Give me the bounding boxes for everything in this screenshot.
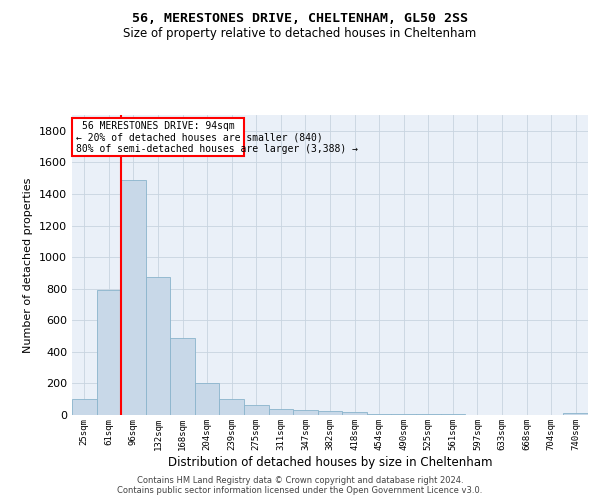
Bar	[170, 338, 195, 415]
Bar	[269, 408, 293, 415]
Text: 56, MERESTONES DRIVE, CHELTENHAM, GL50 2SS: 56, MERESTONES DRIVE, CHELTENHAM, GL50 2…	[132, 12, 468, 26]
Y-axis label: Number of detached properties: Number of detached properties	[23, 178, 34, 352]
Bar	[73, 118, 244, 156]
Bar	[563, 414, 588, 415]
Bar	[72, 399, 97, 415]
Bar	[293, 410, 318, 415]
Bar	[367, 414, 391, 415]
Bar	[146, 277, 170, 415]
Bar	[391, 414, 416, 415]
Bar	[97, 290, 121, 415]
Text: 80% of semi-detached houses are larger (3,388) →: 80% of semi-detached houses are larger (…	[76, 144, 358, 154]
Text: 56 MERESTONES DRIVE: 94sqm: 56 MERESTONES DRIVE: 94sqm	[82, 122, 235, 132]
Text: Size of property relative to detached houses in Cheltenham: Size of property relative to detached ho…	[124, 28, 476, 40]
Text: ← 20% of detached houses are smaller (840): ← 20% of detached houses are smaller (84…	[76, 133, 323, 143]
Text: Contains HM Land Registry data © Crown copyright and database right 2024.: Contains HM Land Registry data © Crown c…	[137, 476, 463, 485]
Bar	[440, 414, 465, 415]
Bar	[416, 414, 440, 415]
Bar	[220, 399, 244, 415]
Bar	[195, 382, 220, 415]
Text: Contains public sector information licensed under the Open Government Licence v3: Contains public sector information licen…	[118, 486, 482, 495]
Bar	[342, 412, 367, 415]
Bar	[318, 410, 342, 415]
X-axis label: Distribution of detached houses by size in Cheltenham: Distribution of detached houses by size …	[168, 456, 492, 468]
Bar	[244, 404, 269, 415]
Bar	[121, 180, 146, 415]
